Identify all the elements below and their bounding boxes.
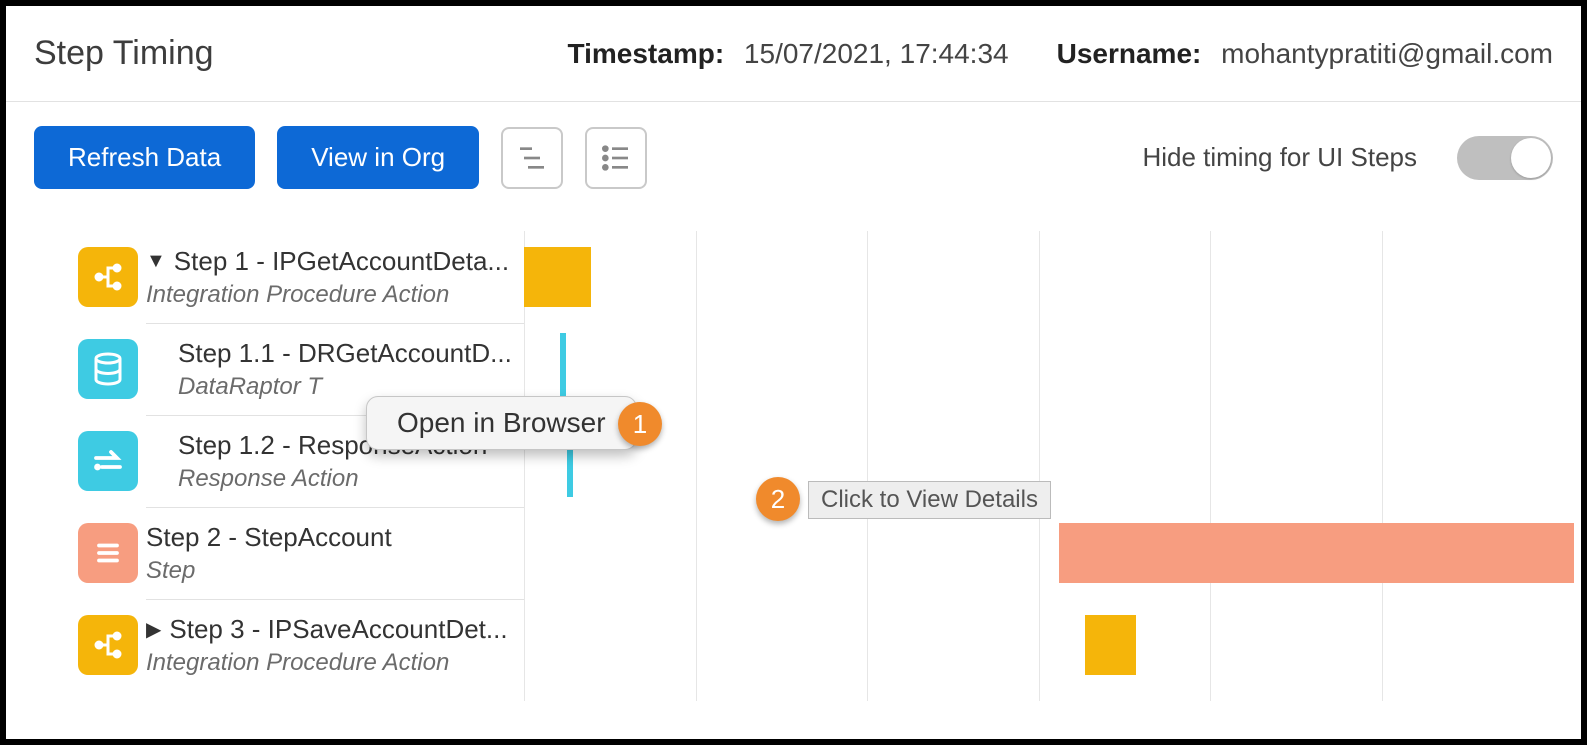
timestamp-value: 15/07/2021, 17:44:34 — [744, 38, 1009, 69]
list-icon — [78, 523, 138, 583]
timeline-chart: ▼Step 1 - IPGetAccountDeta... Integration… — [70, 231, 1553, 701]
username-label: Username: — [1057, 38, 1202, 69]
refresh-data-button[interactable]: Refresh Data — [34, 126, 255, 189]
open-in-browser-callout[interactable]: Open in Browser — [366, 396, 637, 450]
step-subtitle: Step — [146, 557, 518, 585]
username-block: Username: mohantypratiti@gmail.com — [1057, 38, 1553, 70]
step-row[interactable]: ▶Step 3 - IPSaveAccountDet... Integration… — [70, 599, 1553, 691]
step-title: ▼Step 1 - IPGetAccountDeta... — [146, 246, 518, 277]
gantt-icon — [516, 142, 548, 174]
database-icon — [78, 339, 138, 399]
callout-badge-1: 1 — [618, 402, 662, 446]
step-title: Step 2 - StepAccount — [146, 522, 518, 553]
timestamp-label: Timestamp: — [568, 38, 725, 69]
gantt-view-button[interactable] — [501, 127, 563, 189]
caret-right-icon[interactable]: ▶ — [146, 617, 161, 642]
list-view-button[interactable] — [585, 127, 647, 189]
step-row[interactable]: Step 2 - StepAccount Step — [70, 507, 1553, 599]
timing-bar[interactable] — [524, 247, 591, 307]
timing-bar[interactable] — [1059, 523, 1574, 583]
timestamp-block: Timestamp: 15/07/2021, 17:44:34 — [568, 38, 1009, 70]
step-title: Step 1.1 - DRGetAccountD... — [146, 338, 518, 369]
hide-timing-label: Hide timing for UI Steps — [1142, 142, 1417, 173]
username-value: mohantypratiti@gmail.com — [1221, 38, 1553, 69]
step-row[interactable]: Step 1.1 - DRGetAccountD...DataRaptor T — [70, 323, 1553, 415]
caret-down-icon[interactable]: ▼ — [146, 250, 166, 273]
response-icon — [78, 431, 138, 491]
callout-badge-2: 2 — [756, 477, 800, 521]
step-subtitle: Response Action — [146, 465, 518, 493]
sitemap-icon — [78, 615, 138, 675]
click-view-details-tooltip[interactable]: Click to View Details — [808, 481, 1051, 519]
timing-bar[interactable] — [560, 333, 566, 405]
list-icon — [600, 142, 632, 174]
step-title: ▶Step 3 - IPSaveAccountDet... — [146, 614, 518, 645]
step-subtitle: Integration Procedure Action — [146, 649, 518, 677]
step-row[interactable]: ▼Step 1 - IPGetAccountDeta... Integration… — [70, 231, 1553, 323]
step-subtitle: Integration Procedure Action — [146, 281, 518, 309]
page-title: Step Timing — [34, 34, 214, 73]
view-in-org-button[interactable]: View in Org — [277, 126, 479, 189]
sitemap-icon — [78, 247, 138, 307]
timing-bar[interactable] — [1085, 615, 1136, 675]
hide-timing-toggle[interactable] — [1457, 136, 1553, 180]
